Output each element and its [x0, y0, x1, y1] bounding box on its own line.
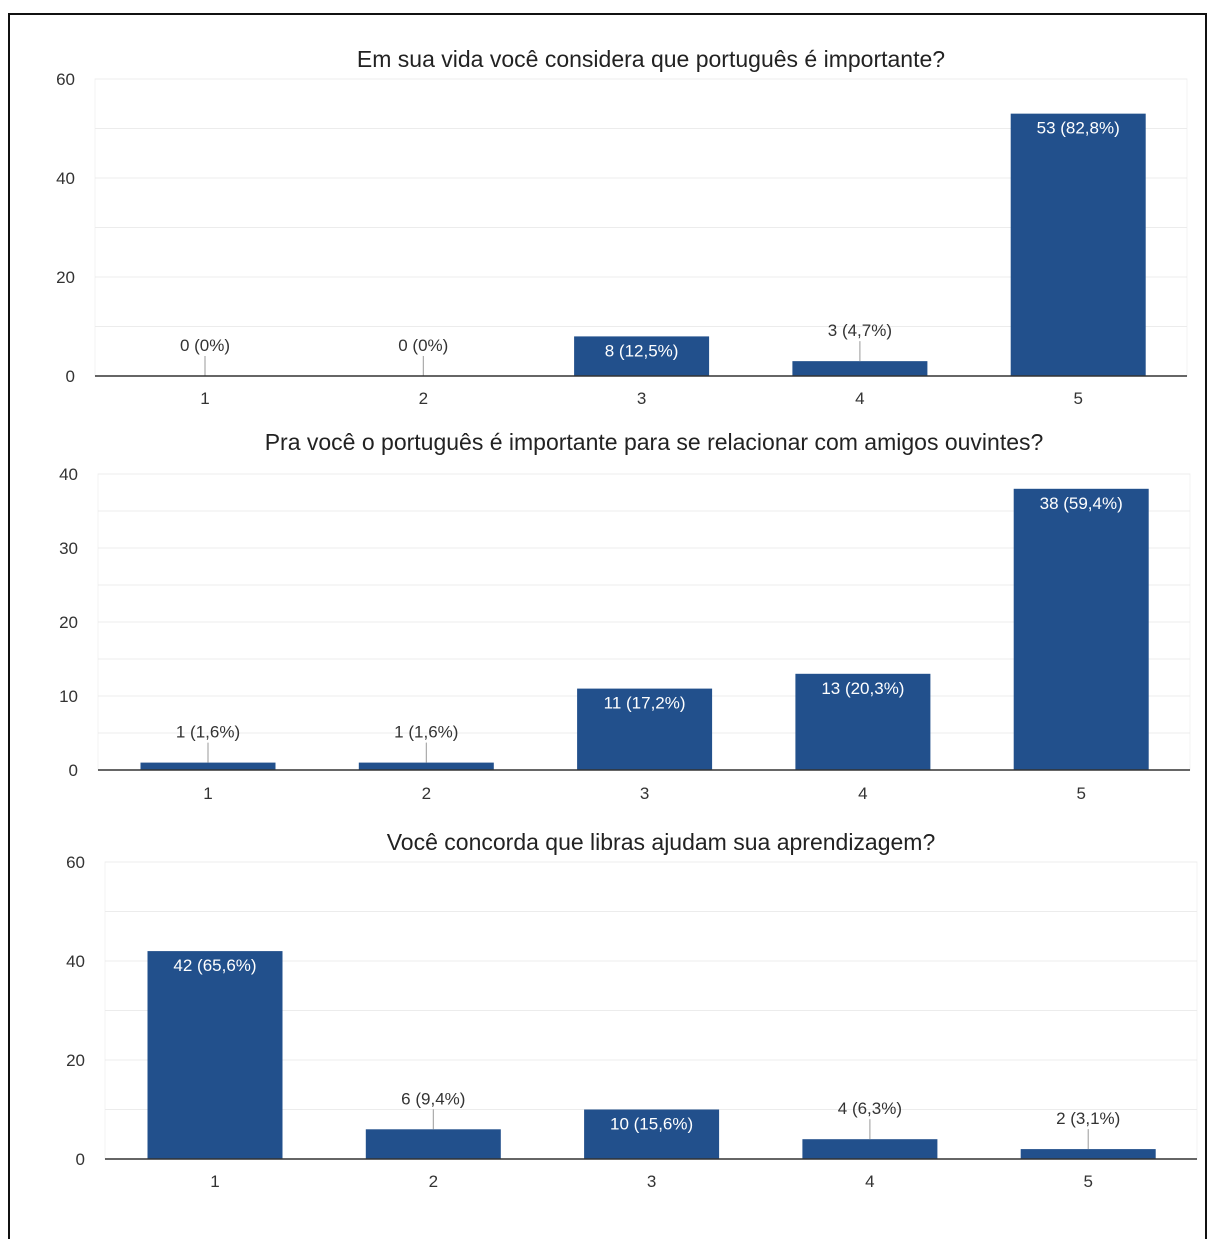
y-tick-label: 40: [56, 169, 75, 188]
y-tick-label: 60: [66, 853, 85, 872]
data-label: 11 (17,2%): [604, 694, 686, 713]
y-tick-label: 0: [76, 1150, 85, 1169]
y-tick-label: 60: [56, 70, 75, 89]
bar: [147, 951, 283, 1159]
chart-title: Pra você o português é importante para s…: [265, 429, 1044, 455]
data-label: 4 (6,3%): [838, 1099, 902, 1118]
y-tick-label: 30: [59, 539, 78, 558]
chart-3: 0 20 40 60 Você concorda que libras ajudam s…: [66, 829, 1198, 1191]
data-label: 0 (0%): [180, 336, 230, 355]
y-tick-label: 20: [66, 1051, 85, 1070]
x-tick-label: 1: [200, 389, 209, 408]
bar: [584, 1109, 720, 1159]
chart-title: Você concorda que libras ajudam sua apre…: [387, 829, 936, 855]
bar: [792, 361, 928, 376]
bar: [574, 336, 710, 376]
y-tick-label: 0: [69, 761, 78, 780]
y-tick-label: 10: [59, 687, 78, 706]
y-tick-label: 20: [56, 268, 75, 287]
bar: [577, 688, 713, 770]
chart-title: Em sua vida você considera que português…: [357, 46, 945, 72]
x-tick-label: 4: [865, 1172, 874, 1191]
bar: [795, 673, 931, 770]
bar: [365, 1129, 501, 1159]
data-label: 38 (59,4%): [1040, 494, 1123, 513]
data-label: 6 (9,4%): [401, 1089, 465, 1108]
data-label: 3 (4,7%): [828, 321, 892, 340]
x-tick-label: 5: [1076, 784, 1085, 803]
y-tick-label: 40: [59, 465, 78, 484]
chart-2: 0 10 20 30 40 Pra você o português é importan…: [59, 429, 1191, 803]
x-tick-label: 3: [637, 389, 646, 408]
chart-1: 0 20 40 60 Em sua vida você considera que po…: [56, 46, 1188, 408]
y-tick-label: 0: [66, 367, 75, 386]
x-tick-label: 4: [858, 784, 867, 803]
bar: [358, 762, 494, 770]
data-label: 1 (1,6%): [176, 723, 240, 742]
x-tick-label: 3: [647, 1172, 656, 1191]
x-tick-label: 4: [855, 389, 864, 408]
data-label: 42 (65,6%): [173, 956, 256, 975]
data-label: 0 (0%): [398, 336, 448, 355]
x-tick-label: 2: [422, 784, 431, 803]
x-tick-label: 5: [1073, 389, 1082, 408]
bar: [140, 762, 276, 770]
x-tick-label: 1: [203, 784, 212, 803]
x-tick-label: 1: [210, 1172, 219, 1191]
x-tick-label: 2: [429, 1172, 438, 1191]
data-label: 1 (1,6%): [394, 723, 458, 742]
bar: [1020, 1149, 1156, 1159]
x-tick-label: 3: [640, 784, 649, 803]
x-tick-label: 2: [419, 389, 428, 408]
y-tick-label: 20: [59, 613, 78, 632]
data-label: 13 (20,3%): [821, 679, 904, 698]
data-label: 10 (15,6%): [610, 1115, 693, 1134]
bar: [1013, 488, 1149, 770]
data-label: 2 (3,1%): [1056, 1109, 1120, 1128]
bar: [802, 1139, 938, 1159]
x-tick-label: 5: [1083, 1172, 1092, 1191]
y-tick-label: 40: [66, 952, 85, 971]
data-label: 8 (12,5%): [605, 341, 679, 360]
bar: [1010, 113, 1146, 377]
data-label: 53 (82,8%): [1037, 119, 1120, 138]
